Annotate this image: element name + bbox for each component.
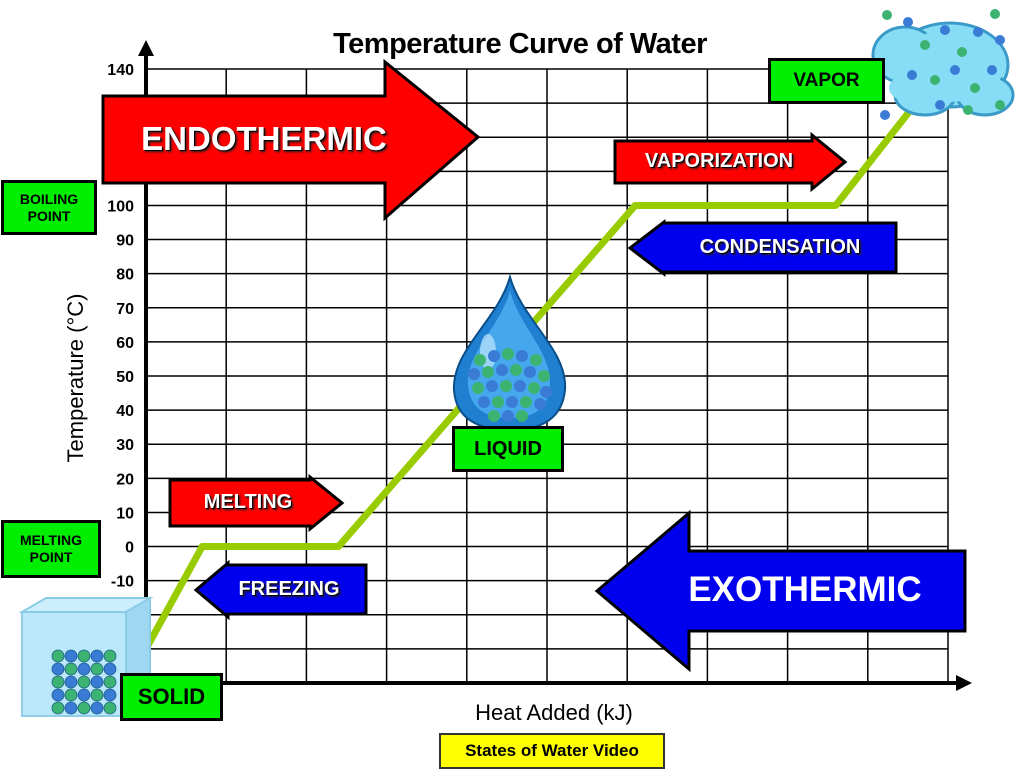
- ice-molecule: [90, 649, 104, 663]
- states-of-water-video-button[interactable]: States of Water Video: [439, 733, 665, 769]
- ice-molecule: [90, 675, 104, 689]
- ice-molecule: [51, 701, 65, 715]
- y-tick-label: 0: [125, 540, 134, 557]
- ice-molecule: [51, 688, 65, 702]
- freezing-arrow: [193, 559, 368, 621]
- vaporization-arrow: [613, 131, 848, 193]
- water-drop-icon: [452, 273, 567, 432]
- x-axis-label: Heat Added (kJ): [475, 700, 633, 725]
- ice-molecule: [64, 675, 78, 689]
- ice-molecule: [103, 701, 117, 715]
- curve-point: [199, 543, 206, 550]
- ice-molecule: [103, 675, 117, 689]
- curve-point: [632, 202, 639, 209]
- y-tick-label: 30: [116, 437, 134, 454]
- endothermic-label: ENDOTHERMIC: [141, 120, 387, 157]
- y-tick-label: 90: [116, 233, 134, 250]
- y-tick-label: 10: [116, 505, 134, 522]
- x-axis-arrowhead: [956, 675, 972, 691]
- vapor-cloud-icon: [871, 9, 1015, 120]
- y-tick-label: 100: [107, 198, 134, 215]
- solid-state-box: SOLID: [120, 673, 223, 721]
- vaporization-label: VAPORIZATION: [644, 150, 794, 172]
- ice-molecule: [64, 649, 78, 663]
- curve-point: [832, 202, 839, 209]
- ice-molecule: [77, 662, 91, 676]
- ice-molecule: [51, 649, 65, 663]
- y-tick-labels: -10 0 10 20 30 40 50 60 70 80 90 100 140: [107, 62, 134, 591]
- endothermic-arrow: [101, 58, 481, 222]
- ice-molecule: [77, 649, 91, 663]
- ice-molecule: [51, 675, 65, 689]
- freezing-label: FREEZING: [238, 578, 340, 600]
- ice-molecule: [90, 701, 104, 715]
- ice-molecule: [64, 688, 78, 702]
- boiling-point-box: BOILING POINT: [1, 180, 97, 235]
- y-tick-label: 70: [116, 301, 134, 318]
- y-axis-arrowhead: [138, 40, 154, 56]
- y-tick-label: 140: [107, 62, 134, 79]
- y-tick-label: 60: [116, 335, 134, 352]
- ice-molecule: [103, 662, 117, 676]
- liquid-state-box: LIQUID: [452, 426, 564, 472]
- melting-arrow: [168, 473, 345, 533]
- ice-molecule: [77, 701, 91, 715]
- exothermic-arrow: [594, 509, 967, 673]
- ice-molecule: [103, 649, 117, 663]
- y-tick-label: -10: [111, 574, 134, 591]
- melting-point-box: MELTING POINT: [1, 520, 101, 578]
- condensation-label: CONDENSATION: [699, 236, 861, 258]
- vapor-state-box: VAPOR: [768, 58, 885, 104]
- ice-molecule: [77, 675, 91, 689]
- y-tick-label: 50: [116, 369, 134, 386]
- ice-molecule: [51, 662, 65, 676]
- y-tick-label: 20: [116, 471, 134, 488]
- ice-molecule: [90, 662, 104, 676]
- y-axis-label: Temperature (°C): [63, 293, 88, 463]
- exothermic-label: EXOTHERMIC: [688, 570, 922, 609]
- melting-label: MELTING: [203, 491, 293, 513]
- curve-point: [335, 543, 342, 550]
- y-tick-label: 80: [116, 267, 134, 284]
- chart-title: Temperature Curve of Water: [333, 28, 707, 60]
- ice-molecule: [64, 701, 78, 715]
- condensation-arrow: [627, 218, 898, 278]
- ice-molecule: [64, 662, 78, 676]
- y-tick-label: 40: [116, 403, 134, 420]
- ice-molecule: [77, 688, 91, 702]
- ice-molecule: [103, 688, 117, 702]
- ice-molecule: [90, 688, 104, 702]
